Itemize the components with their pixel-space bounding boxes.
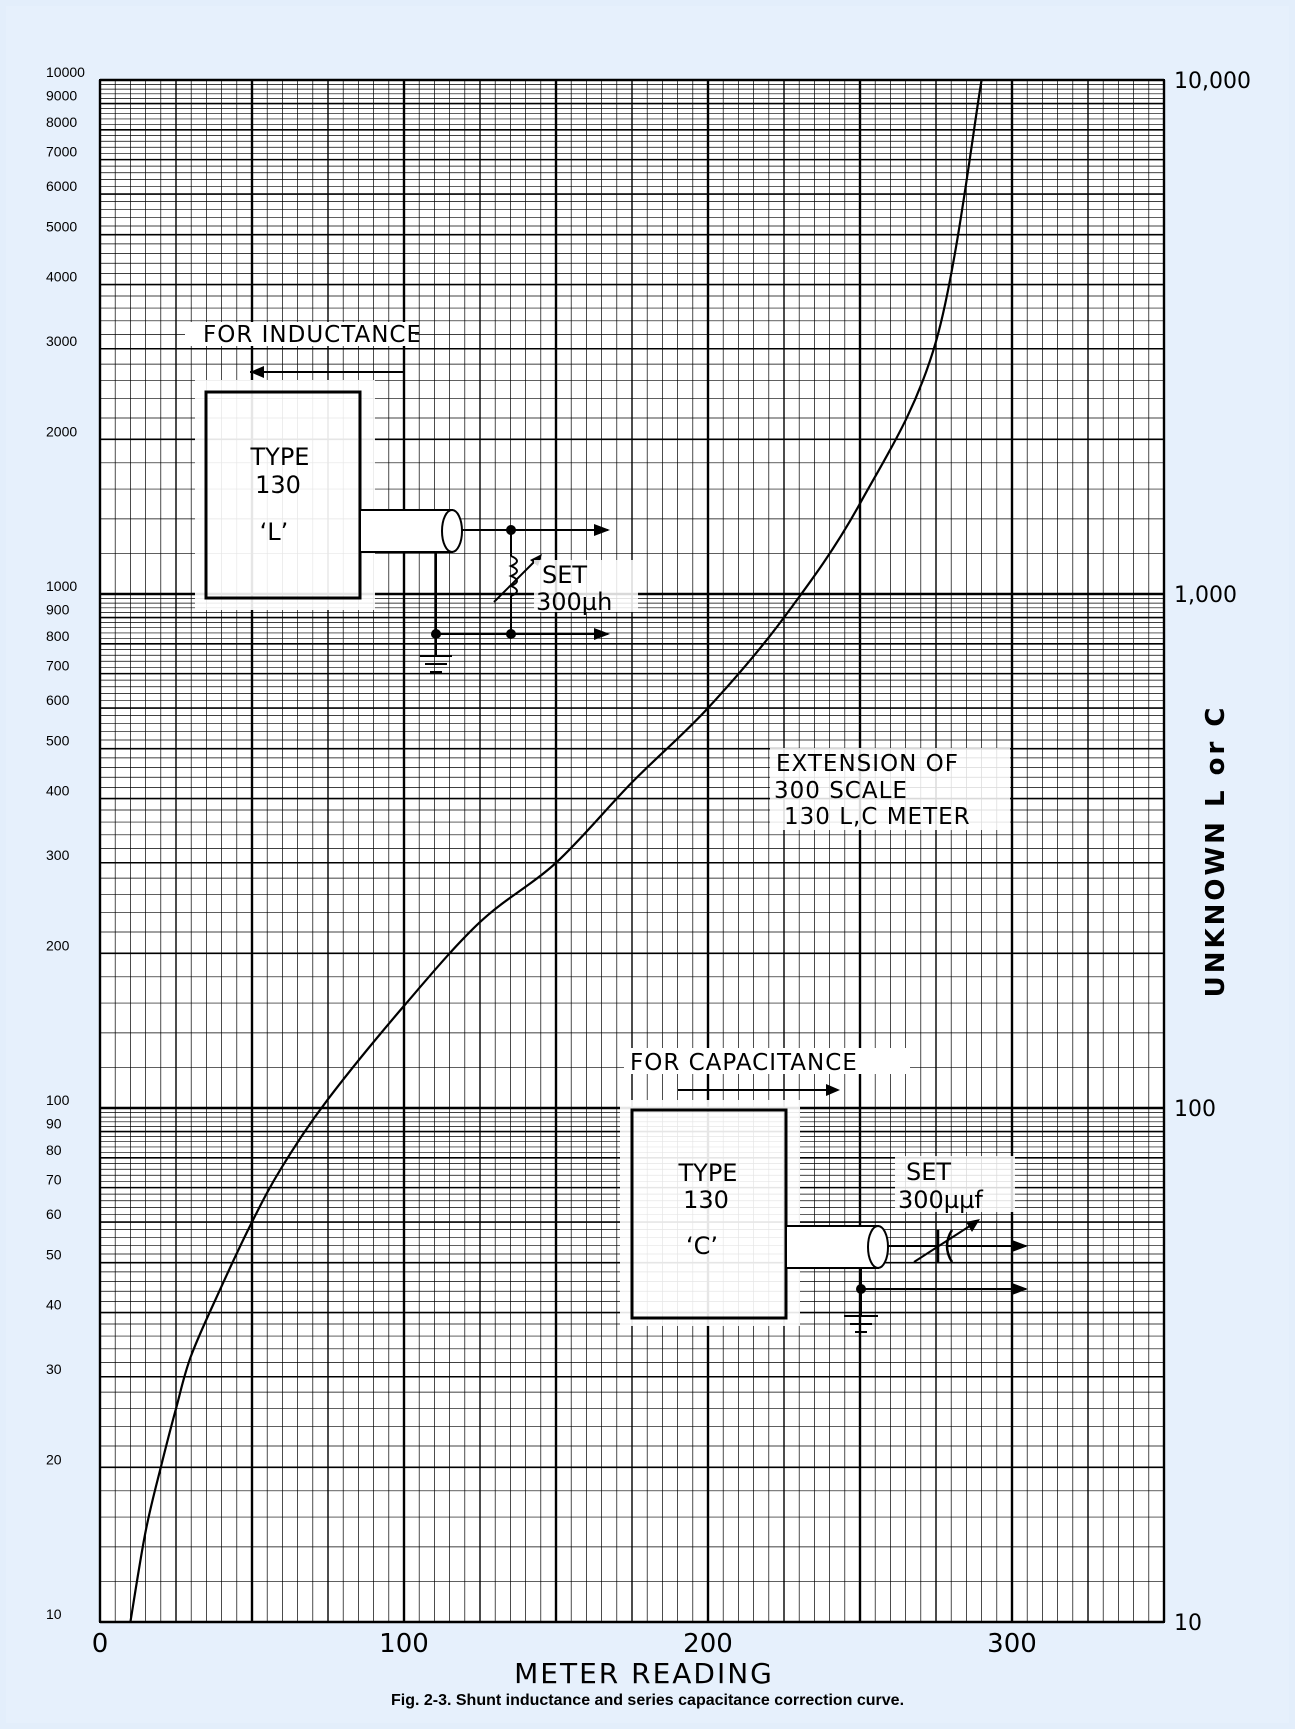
correction-curve [129, 79, 983, 1623]
y-tick-label-right: 100 [1174, 1097, 1216, 1122]
plot-border [99, 79, 1165, 1623]
ticks: 1000090008000700060005000400030002000100… [46, 64, 1251, 1659]
l-box-line-2: 130 [255, 471, 301, 499]
y-tick-label-left: 80 [46, 1142, 62, 1158]
capacitance-annotation: FOR CAPACITANCE TYPE 130 ‘C’ SET 300µµf [620, 1048, 1028, 1333]
y-tick-label-left: 50 [46, 1247, 62, 1263]
extension-line-3: 130 L,C METER [784, 804, 971, 830]
y-tick-label-right: 10 [1174, 1611, 1202, 1636]
extension-note: EXTENSION OF 300 SCALE 130 L,C METER [770, 748, 1010, 830]
y-tick-label-left: 60 [46, 1206, 62, 1222]
y-tick-label-left: 400 [46, 783, 70, 799]
c-box-line-2: 130 [683, 1186, 729, 1214]
figure-caption: Fig. 2-3. Shunt inductance and series ca… [390, 1692, 905, 1709]
y-tick-label-left: 4000 [46, 269, 77, 285]
c-set-line-2: 300µµf [898, 1186, 983, 1214]
y-tick-label-left: 40 [46, 1297, 62, 1313]
y-tick-label-left: 8000 [46, 114, 77, 130]
l-box-line-1: TYPE [250, 443, 310, 471]
y-tick-label-left: 800 [46, 628, 70, 644]
y-tick-label-right: 10,000 [1174, 69, 1251, 94]
y-tick-label-left: 500 [46, 733, 70, 749]
y-tick-label-left: 900 [46, 602, 70, 618]
y-tick-label-right: 1,000 [1174, 583, 1237, 608]
inductance-annotation: FOR INDUCTANCE TYPE 130 ‘L’ SET 300µh [185, 322, 638, 673]
y-tick-label-left: 100 [46, 1092, 70, 1108]
y-tick-label-left: 3000 [46, 333, 77, 349]
y-tick-label-left: 20 [46, 1451, 62, 1467]
y-tick-label-left: 10000 [46, 64, 85, 80]
c-box-line-3: ‘C’ [686, 1232, 718, 1260]
c-set-line-1: SET [906, 1158, 951, 1186]
y-tick-label-left: 300 [46, 847, 70, 863]
x-tick-label: 100 [379, 1629, 429, 1659]
y-tick-label-left: 70 [46, 1172, 62, 1188]
l-set-line-2: 300µh [536, 588, 612, 616]
y-tick-label-left: 90 [46, 1116, 62, 1132]
extension-line-2: 300 SCALE [774, 778, 908, 804]
x-tick-label: 200 [683, 1629, 733, 1659]
x-axis-title: METER READING [514, 1657, 774, 1690]
y-tick-label-left: 1000 [46, 578, 77, 594]
y-tick-label-left: 200 [46, 937, 70, 953]
extension-line-1: EXTENSION OF [776, 751, 959, 777]
c-box-line-1: TYPE [678, 1159, 738, 1187]
y-tick-label-left: 30 [46, 1361, 62, 1377]
y-tick-label-left: 6000 [46, 178, 77, 194]
type-130-l-box [204, 390, 362, 600]
l-box-line-3: ‘L’ [260, 518, 289, 546]
y-tick-label-left: 700 [46, 658, 70, 674]
capacitance-label: FOR CAPACITANCE [630, 1050, 858, 1076]
y-tick-label-left: 600 [46, 692, 70, 708]
y-tick-label-left: 2000 [46, 423, 77, 439]
y-tick-label-left: 5000 [46, 219, 77, 235]
l-set-line-1: SET [542, 561, 587, 589]
y-tick-label-left: 7000 [46, 144, 77, 160]
y-axis-title: UNKNOWN L or C [1201, 705, 1231, 998]
inductance-label: FOR INDUCTANCE [203, 322, 422, 348]
type-130-c-box [630, 1108, 788, 1320]
x-tick-label: 0 [92, 1629, 109, 1659]
y-tick-label-left: 10 [46, 1606, 62, 1622]
y-tick-label-left: 9000 [46, 88, 77, 104]
x-tick-label: 300 [987, 1629, 1037, 1659]
